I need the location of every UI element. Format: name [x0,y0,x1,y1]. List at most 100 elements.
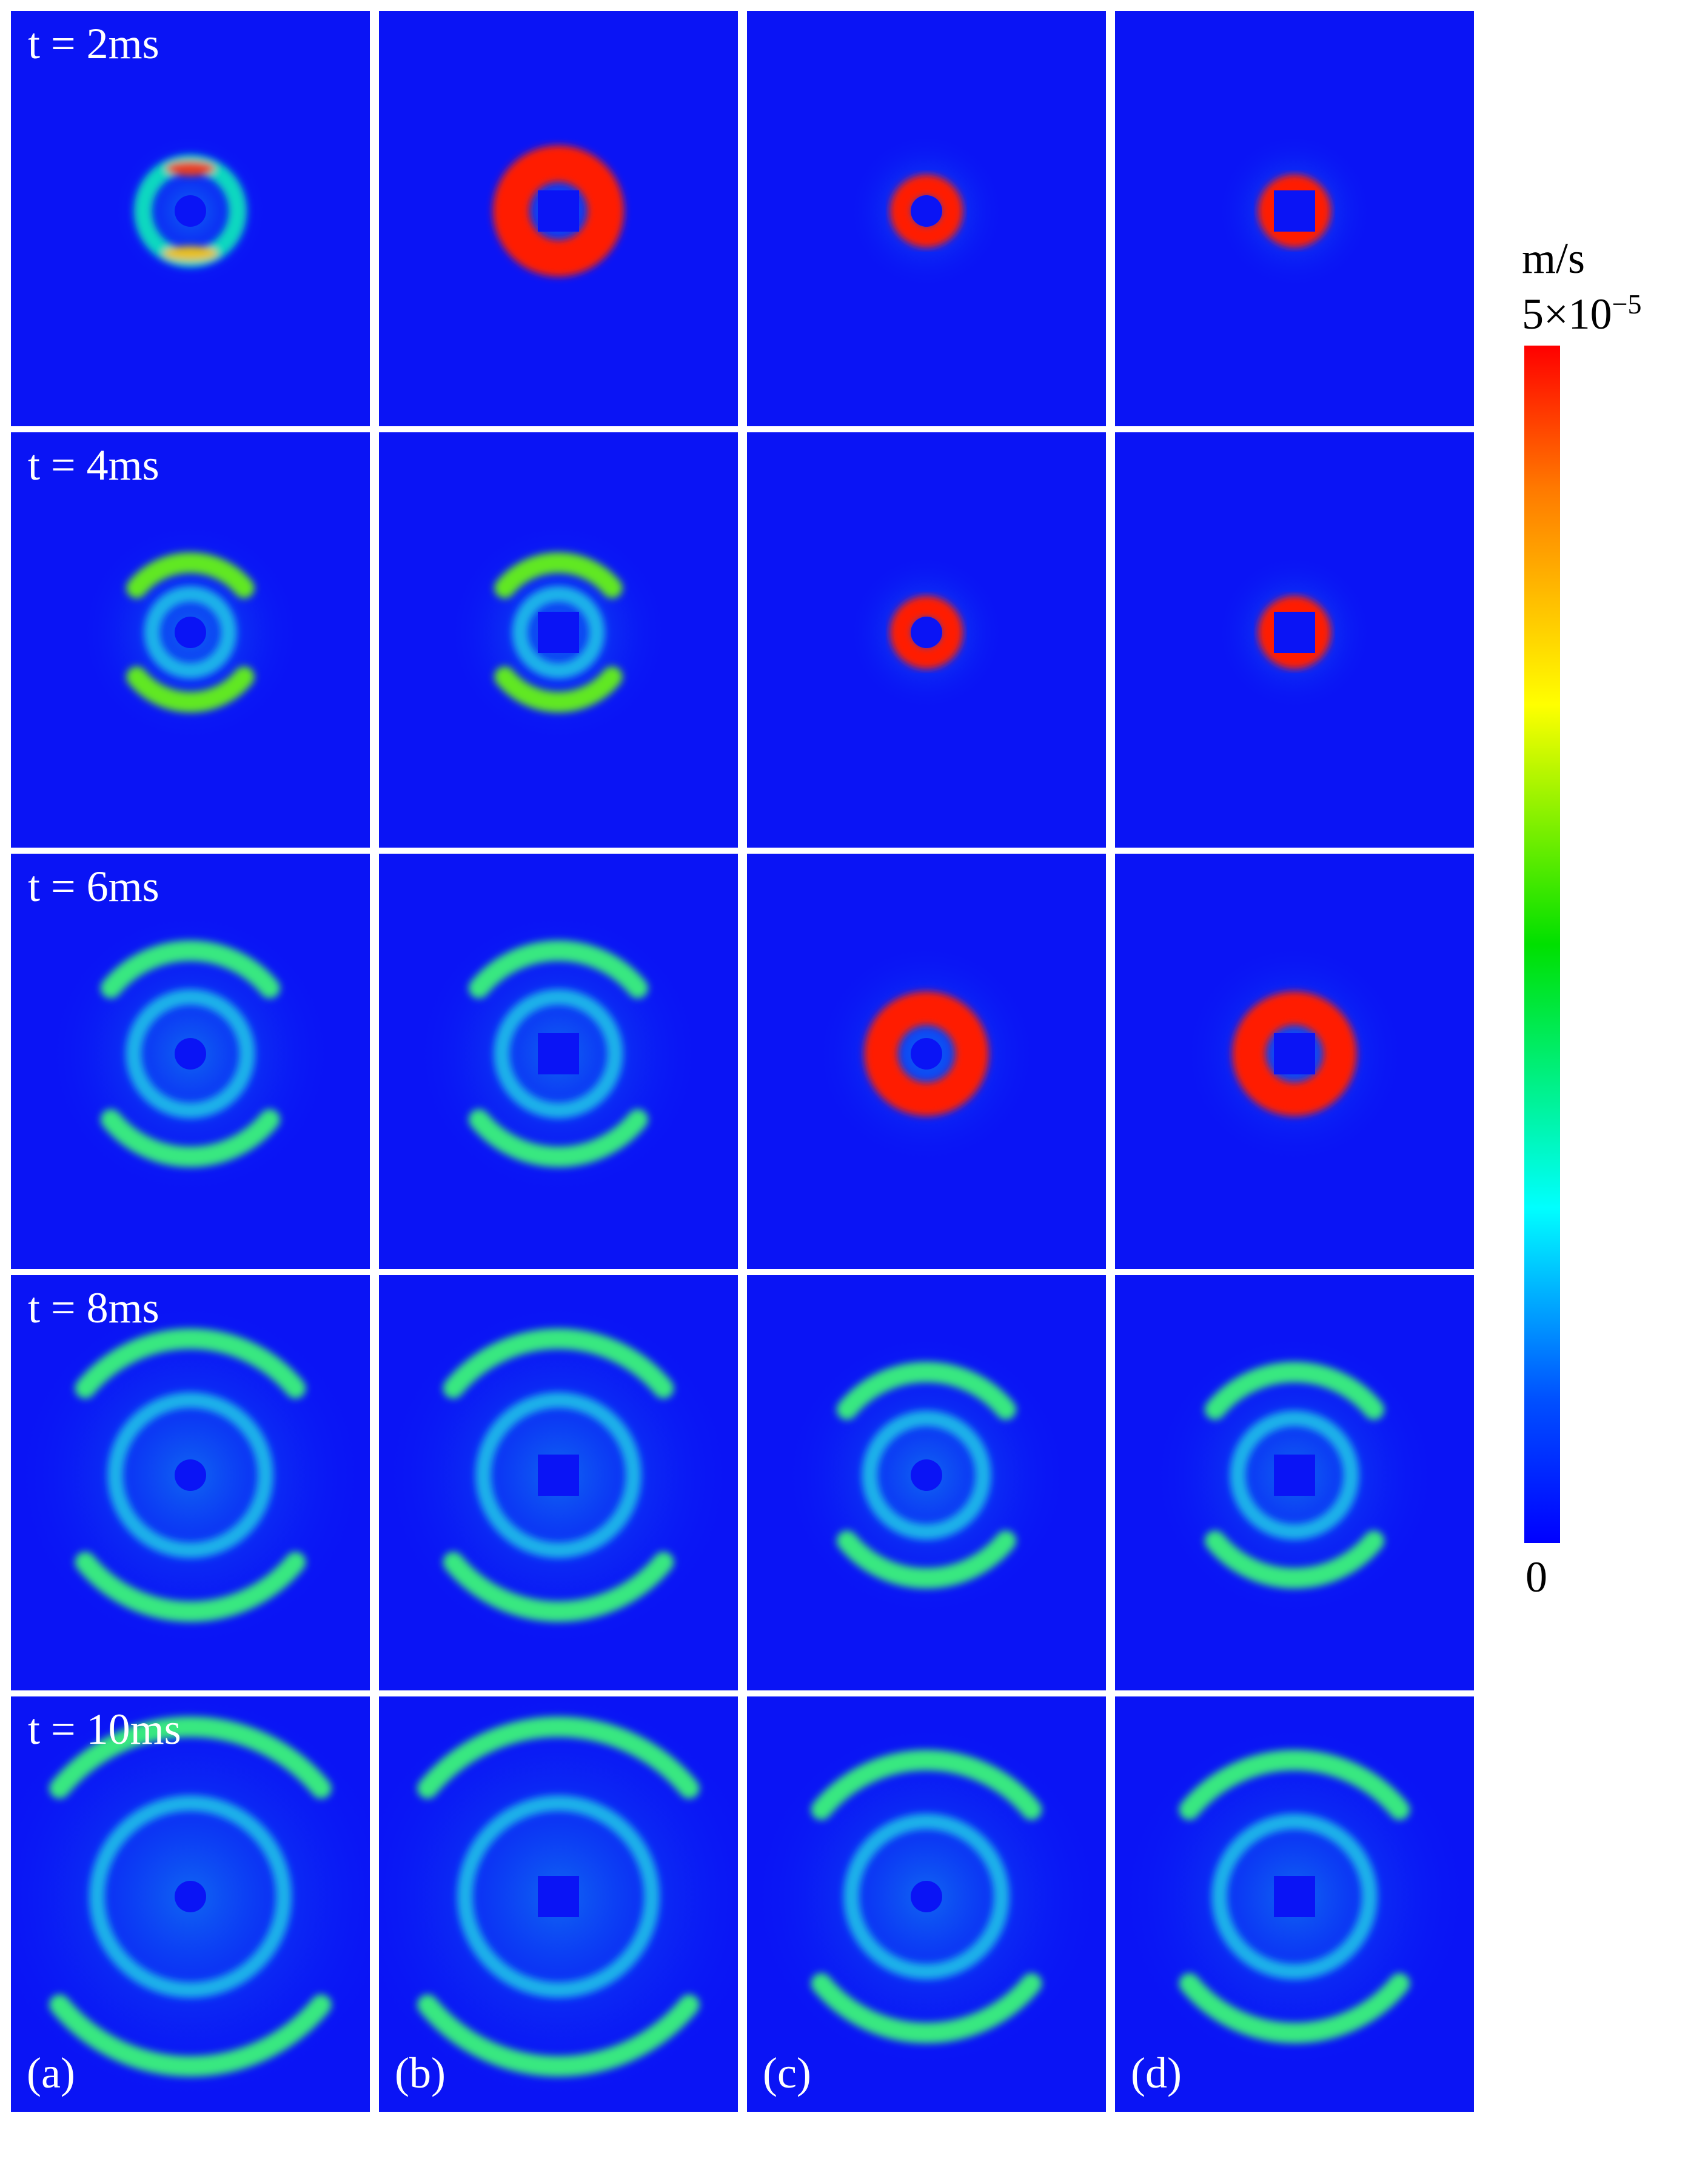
wave-front-top [811,1750,1042,1820]
wave-front-bottom [126,666,255,712]
colorbar-max: 5×10−5 [1522,288,1642,340]
wave-front-bottom [811,1973,1042,2043]
wave-inner-ring [494,989,623,1119]
column-label: (a) [27,2049,75,2097]
velocity-field-plot [1149,1330,1440,1621]
time-label: t = 4ms [28,441,159,489]
wave-front [890,175,963,247]
contour-panel [1115,432,1474,848]
velocity-field-plot [45,908,336,1199]
velocity-field-plot [379,1696,738,2109]
velocity-field-plot [11,1696,370,2109]
contour-panel [747,11,1106,426]
velocity-field-plot [1116,1718,1473,2075]
wave-inner-ring [1211,1813,1378,1980]
wave-inner-ring [107,1392,273,1558]
wave-front [493,146,624,276]
wave-front-top [75,1328,306,1399]
velocity-field-plot [78,520,303,745]
contour-panel: (d) [1115,1696,1474,2112]
contour-panel: (c) [747,1696,1106,2112]
colorbar-max-exponent: −5 [1612,289,1642,320]
wave-front-bottom [469,1109,648,1167]
velocity-field-plot [848,132,1005,290]
time-label: t = 8ms [28,1284,159,1332]
colorbar-min: 0 [1525,1553,1547,1601]
wave-front-bottom [101,1109,280,1167]
circular-hole [911,1459,942,1491]
contour-panel: t = 2ms [11,11,370,426]
contour-panel [379,1275,738,1690]
contour-panel: t = 4ms [11,432,370,848]
square-hole [1274,1455,1315,1496]
velocity-field-plot [413,908,704,1199]
wave-front-bottom [443,1552,674,1622]
contour-panel [379,432,738,848]
wave-front-top [469,940,648,999]
square-hole [538,1033,579,1074]
wave-inner-ring [843,1813,1010,1980]
square-hole [538,1876,579,1917]
contour-panel: t = 8ms [11,1275,370,1690]
wave-front [890,596,963,669]
velocity-field-plot [112,132,269,290]
square-hole [1274,1033,1315,1074]
contour-panel: t = 10ms (a) [11,1696,370,2112]
wave-front-top [49,1716,332,1799]
wave-front-top [1205,1362,1384,1420]
contour-panel [747,854,1106,1269]
column-label: (b) [395,2049,446,2097]
wave-inner-ring [126,989,255,1119]
wave-front-bottom [837,1530,1016,1589]
wave-front-top [443,1328,674,1399]
wave-front-bottom [494,666,623,712]
velocity-field-plot [848,554,1005,711]
colorbar-max-mantissa: 5×10 [1522,290,1612,338]
column-label: (c) [763,2049,811,2097]
velocity-field-plot [781,1330,1072,1621]
wave-inner-ring [475,1392,641,1558]
wave-inner-ring [1230,1410,1359,1540]
contour-panel [747,432,1106,848]
wave-peak [163,246,218,261]
colorbar-unit: m/s [1522,234,1586,283]
velocity-field-plot [1216,132,1373,290]
contour-panel [747,1275,1106,1690]
wave-inner-ring [862,1410,991,1540]
wave-front-top [417,1716,700,1799]
wave-front-top [837,1362,1016,1420]
column-label: (d) [1131,2049,1182,2097]
wave-inner-ring [89,1795,292,1998]
wave-inner-ring [144,586,237,679]
contour-panel [379,854,738,1269]
circular-hole [911,1038,942,1070]
wave-inner-ring [457,1795,660,1998]
circular-hole [911,195,942,227]
contour-panel [1115,11,1474,426]
velocity-field-plot [12,1296,369,1654]
square-hole [538,190,579,232]
wave-front-bottom [49,1994,332,2077]
square-hole [1274,612,1315,653]
circular-hole [175,617,206,648]
contour-panel [1115,1275,1474,1690]
time-label: t = 6ms [28,862,159,911]
colorbar: m/s 5×10−5 0 [1516,0,1708,2170]
circular-hole [911,1881,942,1912]
velocity-field-plot [748,1718,1105,2075]
circular-hole [175,1881,206,1912]
time-label: t = 2ms [28,19,159,68]
wave-front [1258,596,1331,669]
wave-front-top [126,552,255,598]
wave-front [1232,991,1357,1116]
circular-hole [175,195,206,227]
wave-inner-ring [512,586,605,679]
wave-front [1258,175,1331,247]
velocity-field-plot [480,132,637,290]
circular-hole [175,1459,206,1491]
contour-panel: (b) [379,1696,738,2112]
velocity-field-plot [1182,942,1407,1166]
contour-panel [379,11,738,426]
wave-front-top [101,940,280,999]
